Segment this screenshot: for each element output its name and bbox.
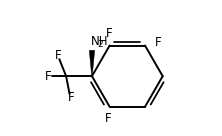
Polygon shape: [89, 50, 95, 76]
Text: F: F: [155, 36, 161, 49]
Text: F: F: [67, 91, 74, 104]
Text: F: F: [55, 49, 61, 62]
Text: F: F: [44, 70, 51, 83]
Text: F: F: [106, 27, 113, 41]
Text: NH: NH: [91, 35, 109, 48]
Text: F: F: [105, 112, 112, 125]
Text: 2: 2: [97, 40, 103, 49]
